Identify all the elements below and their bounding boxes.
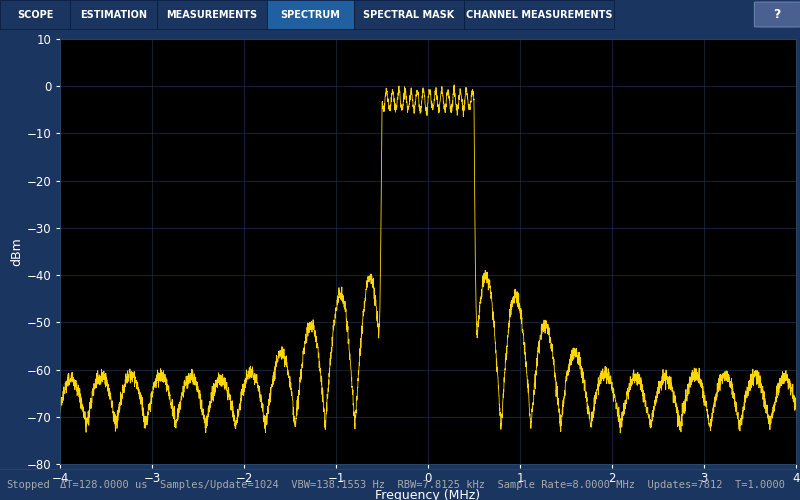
Text: ΔT=128.0000 us  Samples/Update=1024  VBW=138.1553 Hz  RBW=7.8125 kHz  Sample Rat: ΔT=128.0000 us Samples/Update=1024 VBW=1… bbox=[60, 480, 785, 490]
FancyBboxPatch shape bbox=[157, 0, 267, 29]
Text: Stopped: Stopped bbox=[6, 480, 50, 490]
Text: SPECTRUM: SPECTRUM bbox=[281, 10, 340, 20]
FancyBboxPatch shape bbox=[354, 0, 464, 29]
Text: ?: ? bbox=[773, 8, 781, 21]
X-axis label: Frequency (MHz): Frequency (MHz) bbox=[375, 490, 481, 500]
FancyBboxPatch shape bbox=[267, 0, 354, 29]
Text: MEASUREMENTS: MEASUREMENTS bbox=[166, 10, 258, 20]
FancyBboxPatch shape bbox=[464, 0, 614, 29]
Text: ESTIMATION: ESTIMATION bbox=[80, 10, 147, 20]
FancyBboxPatch shape bbox=[754, 2, 800, 27]
Text: SPECTRAL MASK: SPECTRAL MASK bbox=[363, 10, 454, 20]
Y-axis label: dBm: dBm bbox=[10, 237, 22, 266]
FancyBboxPatch shape bbox=[0, 0, 70, 29]
Text: CHANNEL MEASUREMENTS: CHANNEL MEASUREMENTS bbox=[466, 10, 613, 20]
FancyBboxPatch shape bbox=[70, 0, 157, 29]
Text: SCOPE: SCOPE bbox=[17, 10, 54, 20]
